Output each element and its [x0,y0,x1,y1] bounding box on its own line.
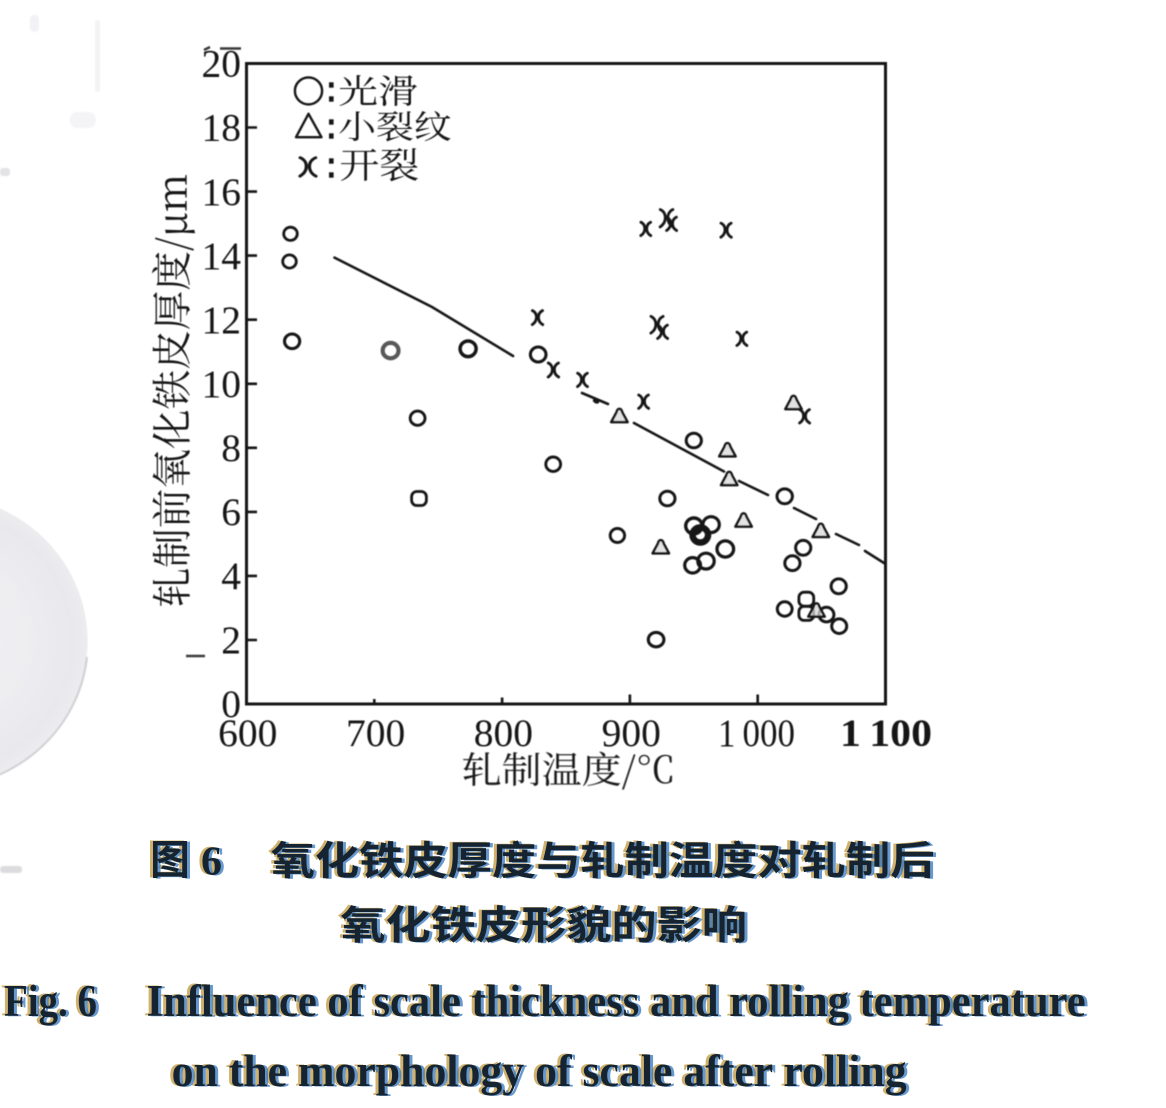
svg-text:on the morphology of scale aft: on the morphology of scale after rolling [175,1047,910,1097]
svg-text:10: 10 [202,362,242,406]
svg-text:16: 16 [202,170,242,214]
svg-text:Influence of scale thickness a: Influence of scale thickness and rolling… [150,977,1089,1027]
svg-text:Fig. 6: Fig. 6 [1,976,94,1026]
svg-text:6: 6 [201,837,222,883]
svg-text:Fig. 6: Fig. 6 [4,976,97,1026]
svg-text:12: 12 [202,298,242,342]
svg-text:Influence of scale thickness a: Influence of scale thickness and rolling… [147,976,1086,1026]
svg-text:6: 6 [221,490,241,534]
svg-text:2: 2 [221,618,241,662]
svg-text:Fig. 6: Fig. 6 [7,977,100,1027]
svg-text:0: 0 [221,682,241,726]
svg-text:on the morphology of scale aft: on the morphology of scale after rolling [169,1046,904,1096]
svg-text:6: 6 [198,837,219,883]
svg-text:600: 600 [218,711,277,755]
svg-text:20: 20 [202,42,242,86]
svg-text:on the morphology of scale aft: on the morphology of scale after rolling [172,1046,907,1096]
svg-text:800: 800 [474,711,533,755]
svg-text:1 100: 1 100 [840,711,932,755]
svg-text:Influence of scale thickness a: Influence of scale thickness and rolling… [144,976,1083,1026]
svg-text:1 000: 1 000 [718,711,795,755]
svg-text:14: 14 [202,234,242,278]
svg-text:900: 900 [602,711,661,755]
svg-text:18: 18 [202,106,242,150]
svg-text:6: 6 [204,838,225,884]
svg-text:4: 4 [221,554,241,598]
svg-text:700: 700 [346,711,405,755]
svg-text:8: 8 [221,426,241,470]
